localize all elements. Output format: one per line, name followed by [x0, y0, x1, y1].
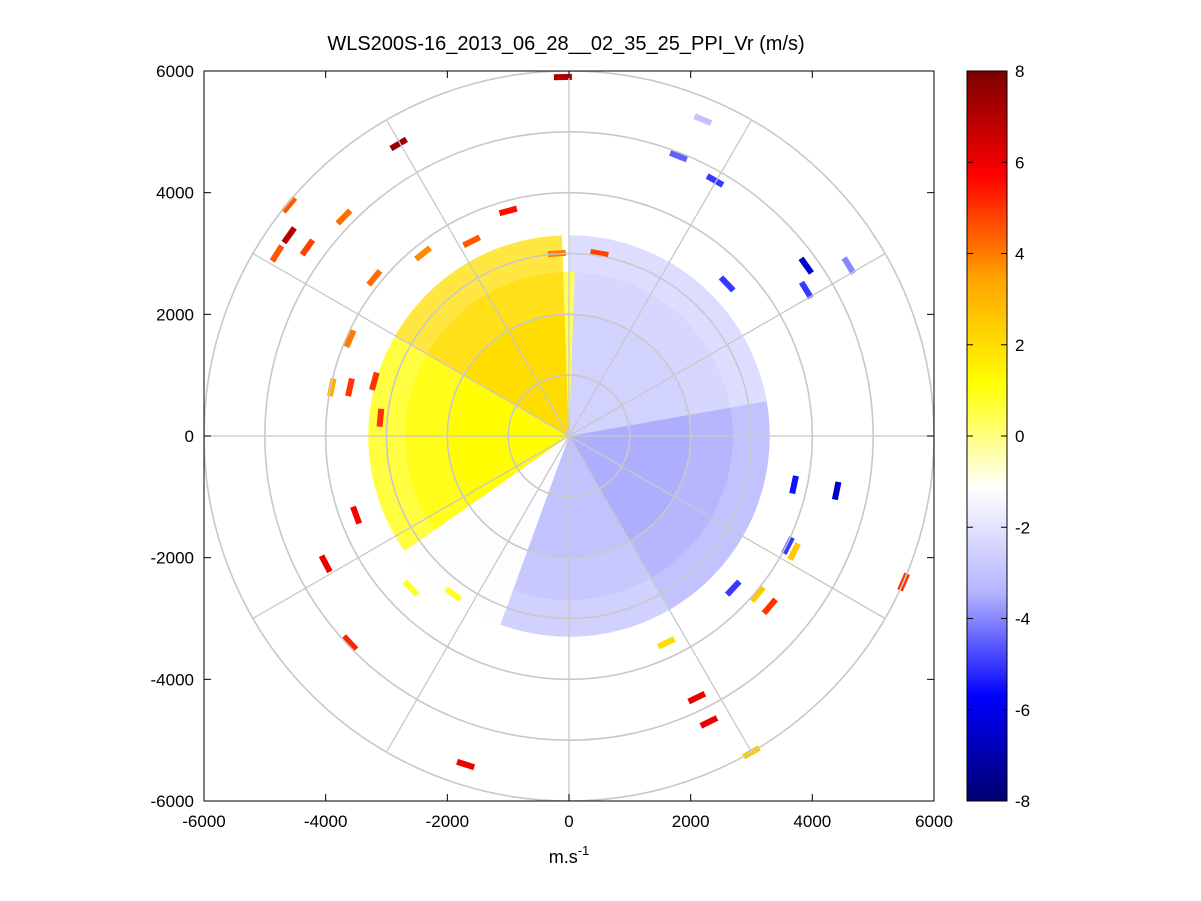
echo-sector — [404, 530, 513, 625]
gate-point — [366, 268, 383, 287]
echo-sector — [569, 314, 689, 436]
gate-point — [749, 585, 766, 603]
chart-title: WLS200S-16_2013_06_28__02_35_25_PPI_Vr (… — [327, 33, 804, 55]
gate-point — [656, 636, 676, 650]
gate-point — [693, 113, 713, 126]
azimuth-spoke — [568, 252, 886, 437]
y-tick-label: -4000 — [151, 670, 194, 689]
gate-point — [456, 758, 476, 771]
gate-point — [376, 408, 385, 427]
y-tick-label: -2000 — [151, 549, 194, 568]
gate-point — [462, 234, 482, 249]
gate-point — [318, 554, 333, 574]
x-tick-label: 2000 — [672, 812, 710, 831]
azimuth-spoke — [385, 119, 570, 437]
y-tick-label: 4000 — [156, 184, 194, 203]
gate-point — [761, 597, 778, 616]
echo-sector — [500, 578, 670, 637]
gate-point — [414, 245, 432, 262]
gate-point — [343, 329, 357, 349]
echo-sector — [368, 335, 435, 552]
gate-point — [841, 256, 857, 275]
colorbar-ticks: 8 6 4 2 0 -2 -4 -6 -8 — [967, 62, 1030, 811]
gate-point — [498, 205, 518, 217]
polar-grid — [204, 71, 934, 801]
gate-point — [341, 634, 359, 652]
azimuth-spoke — [252, 435, 570, 620]
azimuth-spoke — [568, 435, 886, 620]
gate-point — [299, 238, 316, 257]
gate-point — [269, 244, 285, 263]
colorbar — [966, 70, 1008, 802]
y-tick-label: 6000 — [156, 62, 194, 81]
gate-point — [669, 150, 688, 163]
gate-point — [444, 586, 463, 602]
gate-point — [687, 690, 707, 705]
cb-tick-label: -8 — [1015, 792, 1030, 811]
gate-point — [281, 195, 298, 214]
x-tick-label: 4000 — [793, 812, 831, 831]
gate-point — [798, 256, 814, 275]
echo-sector — [569, 414, 691, 542]
gate-point — [699, 715, 719, 729]
cb-tick-label: 2 — [1015, 336, 1024, 355]
gate-point — [789, 475, 799, 495]
x-tick-label: -4000 — [304, 812, 347, 831]
echo-sector — [434, 505, 528, 591]
cb-tick-label: 0 — [1015, 427, 1024, 446]
gate-point — [831, 481, 842, 501]
y-axis: 6000 4000 2000 0 -2000 -4000 -6000 — [151, 62, 934, 811]
x-axis-label: m.s-1 — [549, 843, 590, 867]
echo-sector — [463, 314, 569, 436]
x-tick-label: -6000 — [182, 812, 225, 831]
x-tick-label: -2000 — [426, 812, 469, 831]
cb-tick-label: -4 — [1015, 610, 1030, 629]
azimuth-spoke — [568, 435, 753, 753]
gate-point — [724, 579, 742, 597]
cb-tick-label: 4 — [1015, 245, 1024, 264]
azimuth-spoke — [385, 435, 570, 753]
cb-tick-label: 6 — [1015, 153, 1024, 172]
gate-point — [787, 542, 801, 561]
gate-point — [553, 73, 572, 81]
echo-sector — [651, 401, 770, 610]
echo-sector — [469, 436, 569, 551]
x-tick-label: 6000 — [915, 812, 953, 831]
echo-sector — [629, 407, 734, 579]
y-tick-label: 0 — [185, 427, 194, 446]
x-tick-label: 0 — [564, 812, 573, 831]
gate-point — [389, 136, 408, 152]
gate-point — [798, 280, 814, 300]
y-tick-label: -6000 — [151, 792, 194, 811]
gate-point — [402, 579, 420, 597]
data-layer — [269, 73, 910, 771]
echo-sector — [569, 271, 731, 415]
gate-point — [350, 505, 363, 525]
gate-point — [335, 208, 353, 226]
echo-sector — [426, 271, 565, 376]
echo-sector — [569, 235, 767, 408]
gate-point — [281, 226, 297, 245]
cb-tick-label: -2 — [1015, 518, 1030, 537]
azimuth-spoke — [568, 119, 753, 437]
cb-tick-label: 8 — [1015, 62, 1024, 81]
echo-sector — [395, 235, 564, 354]
gate-point — [718, 275, 736, 293]
gate-point — [369, 371, 380, 391]
gate-point — [705, 173, 725, 188]
y-tick-label: 2000 — [156, 305, 194, 324]
x-axis: -6000 -4000 -2000 0 2000 4000 6000 — [182, 71, 953, 831]
cb-tick-label: -6 — [1015, 701, 1030, 720]
gate-point — [345, 377, 355, 397]
azimuth-spoke — [252, 252, 570, 437]
